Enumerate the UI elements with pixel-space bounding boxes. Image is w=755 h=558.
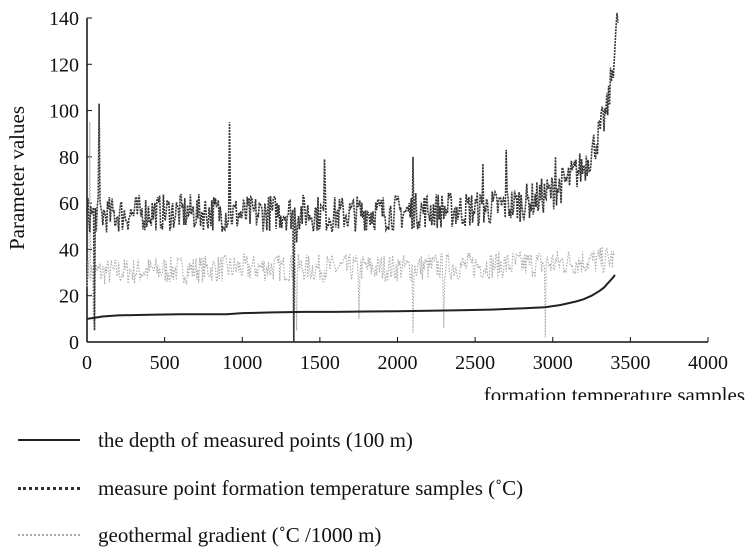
y-tick-label: 0 (69, 332, 79, 354)
legend-swatch-depth (18, 439, 80, 441)
series-line-depth (86, 274, 616, 320)
legend-item-depth: the depth of measured points (100 m) (18, 425, 413, 455)
x-tick-label: 4000 (688, 352, 728, 374)
y-tick-label: 140 (49, 8, 79, 30)
legend-swatch-temperature (18, 486, 80, 490)
x-tick-label: 2000 (378, 352, 418, 374)
chart-plot: 0 500 1000 1500 2000 2500 3000 3500 4000 0 20 40 60 8… (5, 8, 745, 400)
legend-label-gradient: geothermal gradient (˚C /1000 m) (98, 522, 382, 547)
y-tick-label: 20 (59, 286, 79, 308)
x-tick-label: 3500 (610, 352, 650, 374)
x-tick-label: 0 (82, 352, 92, 374)
legend-label-temperature: measure point formation temperature samp… (98, 475, 524, 500)
y-tick-label: 120 (49, 54, 79, 76)
series-line-gradient (86, 122, 615, 338)
legend-item-temperature: measure point formation temperature samp… (18, 473, 523, 503)
axes: 0 500 1000 1500 2000 2500 3000 3500 4000 0 20 40 60 8… (49, 8, 728, 374)
x-tick-label: 500 (150, 352, 180, 374)
series-line-temperature (86, 12, 619, 343)
x-tick-label: 1000 (222, 352, 262, 374)
x-tick-label: 1500 (300, 352, 340, 374)
series-layer (86, 12, 619, 343)
y-tick-label: 60 (59, 193, 79, 215)
x-tick-label: 3000 (533, 352, 573, 374)
legend-label-depth: the depth of measured points (100 m) (98, 427, 413, 452)
legend-swatch-gradient (18, 534, 80, 536)
y-axis-title: Parameter values (5, 106, 29, 250)
y-tick-label: 40 (59, 239, 79, 261)
legend-item-gradient: geothermal gradient (˚C /1000 m) (18, 520, 381, 550)
x-tick-label: 2500 (455, 352, 495, 374)
x-axis-title: formation temperature samples (484, 383, 745, 400)
y-tick-label: 80 (59, 147, 79, 169)
y-tick-label: 100 (49, 101, 79, 123)
